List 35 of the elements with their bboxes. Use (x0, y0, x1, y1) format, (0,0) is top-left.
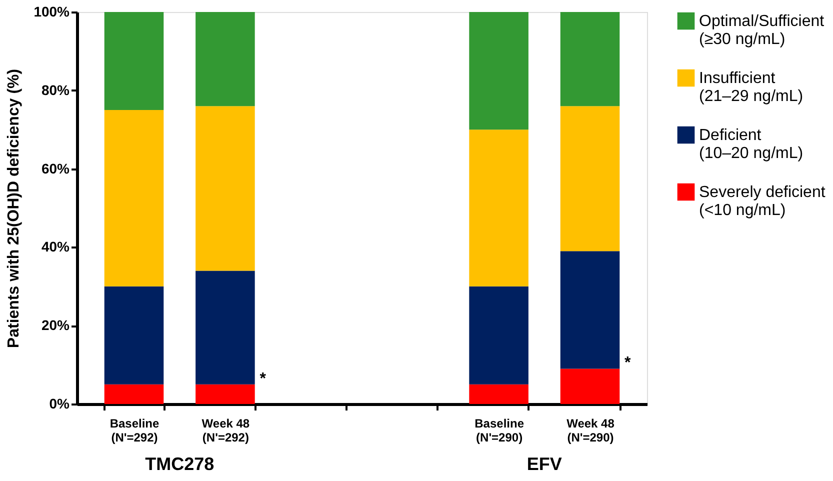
bar (196, 106, 255, 271)
bar (560, 251, 620, 369)
bar (469, 384, 528, 404)
bar (560, 106, 620, 252)
y-tick-label: 0% (49, 396, 70, 412)
legend-label: Deficient (10–20 ng/mL) (699, 127, 804, 162)
legend-label: Insufficient (21–29 ng/mL) (699, 70, 804, 105)
bar (104, 286, 164, 384)
bar (196, 384, 255, 404)
text: TMC278 (145, 454, 214, 474)
annotation: * (624, 354, 632, 372)
bar (560, 368, 620, 404)
bar (104, 110, 164, 286)
y-tick-label: 100% (34, 4, 70, 20)
x-tick-label: Baseline (N'=290) (474, 416, 524, 444)
bar (469, 130, 528, 286)
y-tick-label: 20% (41, 317, 70, 334)
x-tick-label: Baseline (N'=292) (110, 416, 160, 444)
bar (469, 12, 528, 130)
text: EFV (526, 454, 562, 474)
y-tick-label: 40% (41, 238, 70, 255)
y-tick-label: 60% (41, 160, 70, 176)
legend-label: Severely deficient (<10 ng/mL) (699, 184, 826, 219)
y-tick-label: 80% (41, 82, 70, 98)
legend-label: Optimal/Sufficient (≥30 ng/mL) (699, 13, 825, 48)
x-tick-label: Week 48 (N'=292) (202, 416, 250, 444)
bar (560, 12, 620, 106)
bar (196, 270, 255, 384)
bar (196, 12, 255, 106)
x-tick-label: Week 48 (N'=290) (566, 416, 615, 444)
bar (469, 286, 528, 384)
bar (104, 384, 164, 404)
annotation: * (260, 370, 267, 388)
bar (104, 12, 164, 110)
y-axis-title: Patients with 25(OH)D deficiency (%) (6, 68, 23, 348)
